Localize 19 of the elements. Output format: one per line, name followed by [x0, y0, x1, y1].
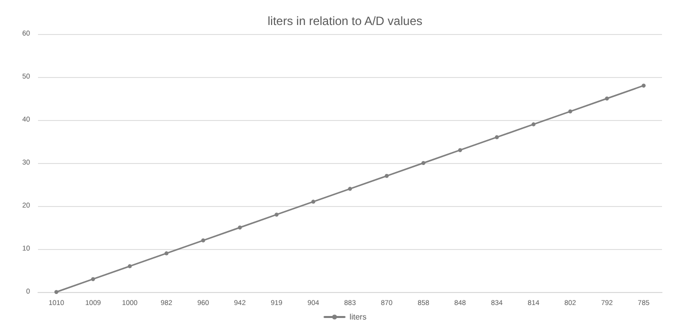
point: [458, 148, 462, 152]
point: [532, 122, 536, 126]
legend-label: liters: [350, 312, 366, 322]
point: [604, 96, 609, 100]
point: [54, 290, 58, 294]
point: [421, 161, 426, 165]
point: [274, 212, 279, 217]
point: [642, 84, 646, 88]
point: [128, 264, 132, 268]
point: [311, 200, 316, 204]
point: [164, 251, 168, 256]
chart-title: liters in relation to A/D values: [268, 14, 422, 28]
point: [348, 186, 352, 191]
point: [91, 277, 96, 282]
point: [201, 238, 206, 242]
point: [384, 174, 389, 178]
point: [238, 226, 242, 230]
point: [568, 109, 572, 114]
point: [494, 135, 499, 140]
